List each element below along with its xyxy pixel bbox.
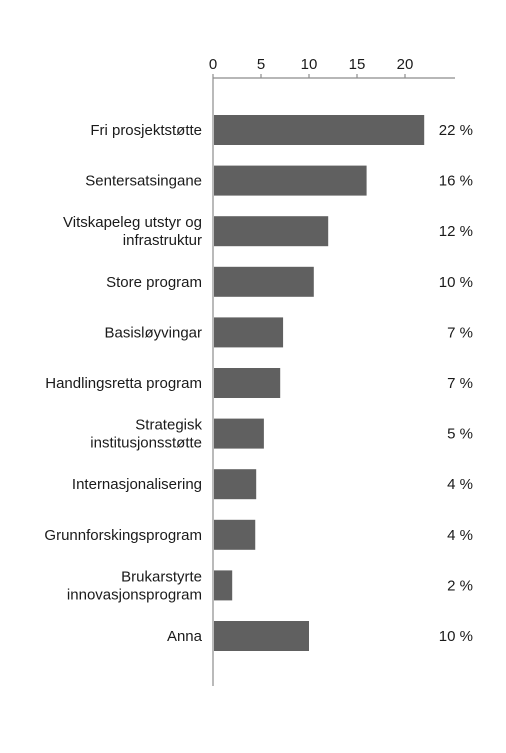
value-label: 4 % bbox=[447, 476, 473, 493]
value-label: 5 % bbox=[447, 426, 473, 443]
category-label: Grunnforskingsprogram bbox=[44, 527, 202, 544]
bar bbox=[214, 216, 329, 247]
x-tick-label: 20 bbox=[397, 56, 414, 73]
category-label: Handlingsretta program bbox=[45, 375, 202, 392]
category-label: Anna bbox=[167, 628, 203, 645]
value-label: 22 % bbox=[439, 122, 473, 139]
category-label: infrastruktur bbox=[123, 232, 202, 249]
value-label: 10 % bbox=[439, 274, 473, 291]
category-label: Internasjonalisering bbox=[72, 476, 202, 493]
bar bbox=[214, 368, 281, 398]
category-label: Basisløyvingar bbox=[104, 324, 202, 341]
value-label: 16 % bbox=[439, 173, 473, 190]
category-label: Vitskapeleg utstyr og bbox=[63, 214, 202, 231]
bar bbox=[214, 115, 425, 145]
bar bbox=[214, 621, 309, 651]
x-tick-label: 0 bbox=[209, 56, 217, 73]
bar bbox=[214, 266, 314, 297]
value-label: 4 % bbox=[447, 527, 473, 544]
labels-layer: Fri prosjektstøtte 22 % Sentersatsingane 16… bbox=[44, 122, 473, 645]
bar bbox=[214, 317, 284, 348]
value-label: 10 % bbox=[439, 628, 473, 645]
value-label: 12 % bbox=[439, 223, 473, 240]
category-label: Strategisk bbox=[135, 417, 202, 434]
category-label: Store program bbox=[106, 274, 202, 291]
x-tick-label: 15 bbox=[349, 56, 366, 73]
x-tick-label: 10 bbox=[301, 56, 318, 73]
category-label: innovasjonsprogram bbox=[67, 586, 202, 603]
category-label: institusjonsstøtte bbox=[90, 435, 202, 452]
bar bbox=[214, 469, 257, 500]
axis-layer: 0 5 10 15 20 bbox=[209, 56, 455, 686]
category-label: Fri prosjektstøtte bbox=[90, 122, 202, 139]
value-label: 2 % bbox=[447, 577, 473, 594]
value-label: 7 % bbox=[447, 375, 473, 392]
bar bbox=[214, 165, 367, 196]
value-label: 7 % bbox=[447, 324, 473, 341]
x-tick-label: 5 bbox=[257, 56, 265, 73]
category-label: Brukarstyrte bbox=[121, 568, 202, 585]
bars-layer bbox=[214, 115, 425, 651]
bar bbox=[214, 570, 233, 601]
bar bbox=[214, 418, 264, 449]
bar bbox=[214, 519, 256, 550]
category-label: Sentersatsingane bbox=[85, 173, 202, 190]
